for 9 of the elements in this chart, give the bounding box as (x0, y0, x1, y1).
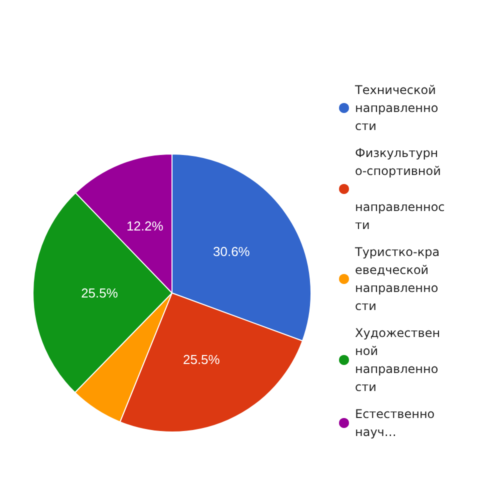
data-label: 12.2% (126, 218, 164, 234)
category-label: Физкультурно-спортивной направленности (355, 146, 445, 232)
legend-label: Технической направленности (354, 83, 440, 133)
legend-label: Естественнонауч… (355, 407, 435, 439)
data-label: 25.5% (182, 352, 220, 367)
data-label: 30.6% (213, 244, 250, 259)
data-label: 25.5% (81, 285, 118, 300)
legend-label: Туристко-краеведческой направленности (354, 245, 440, 313)
legend-label: Художественной направленности (355, 326, 440, 394)
